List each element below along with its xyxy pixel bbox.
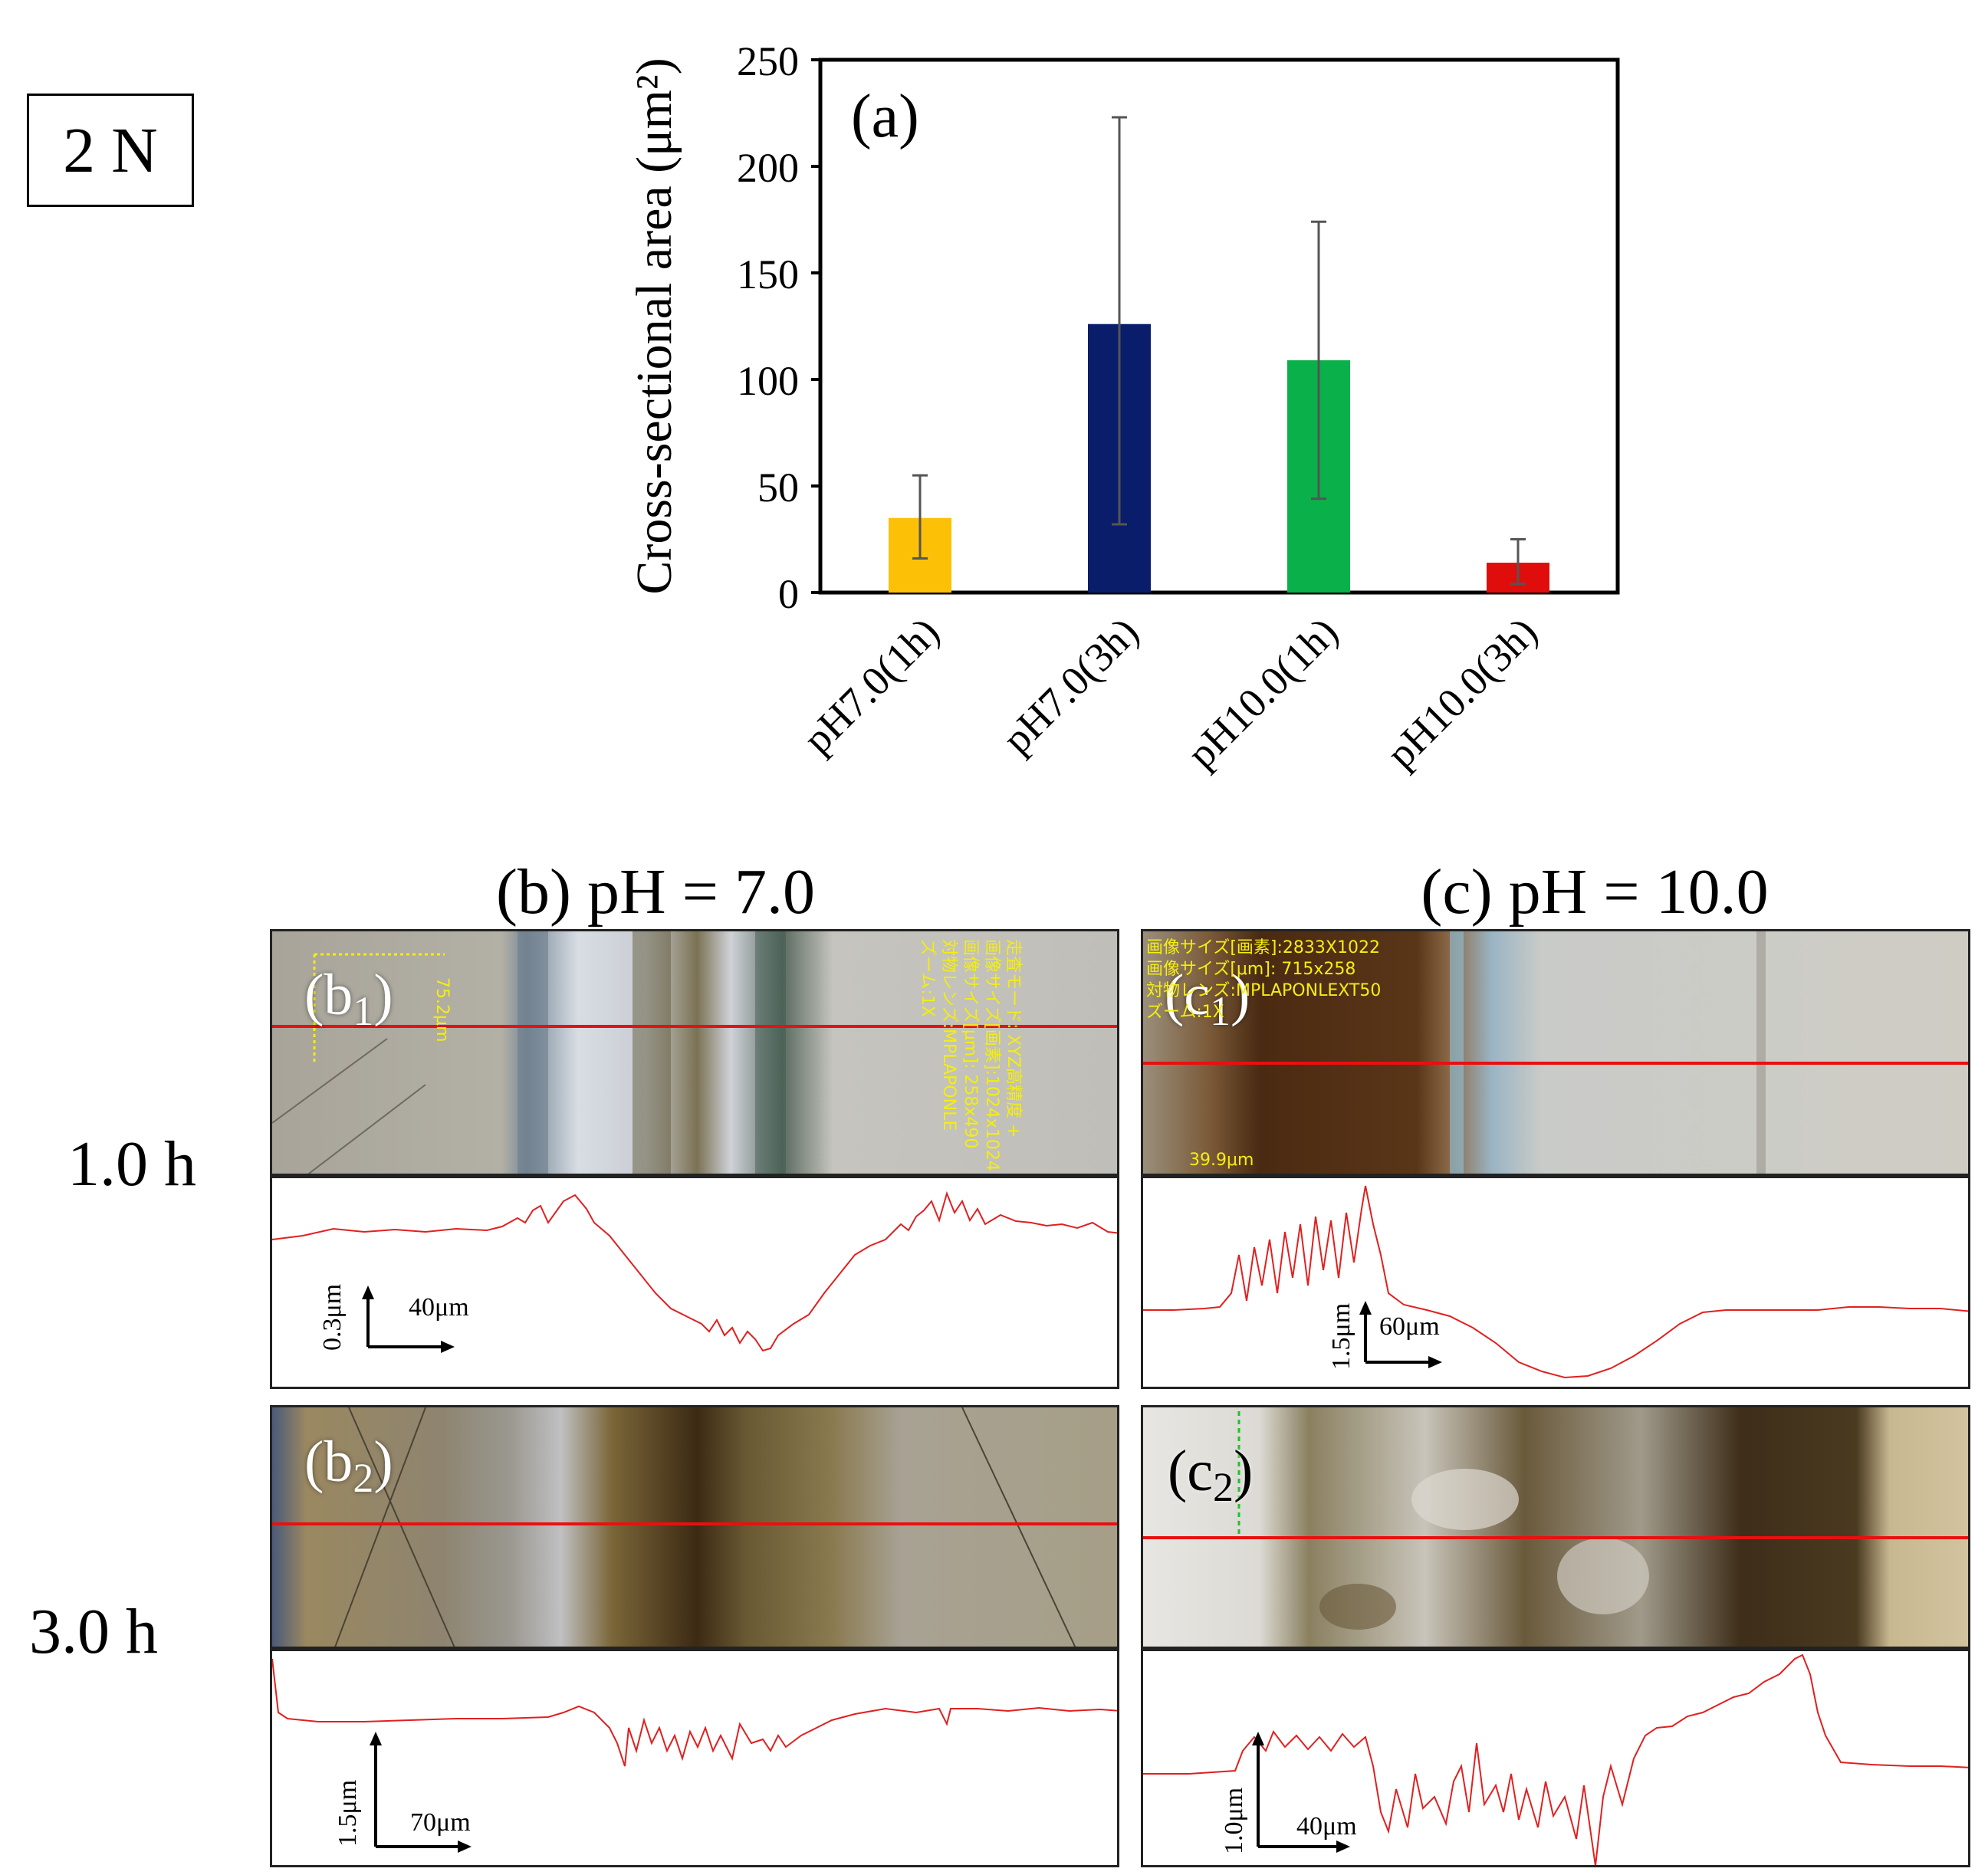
micrograph-b1: (b1) 75.2μm 走査モード: XYZ高精度 + 画像サイズ[画素]:10…	[270, 929, 1119, 1176]
x-tick-label: pH10.0(1h)	[1178, 609, 1347, 777]
micrograph-c2-image	[1143, 1407, 1968, 1647]
panel-label-b2: (b2)	[304, 1430, 393, 1501]
micrograph-c1: (c1) 画像サイズ[画素]:2833X1022 画像サイズ[μm]: 715x…	[1141, 929, 1970, 1176]
overlay-info-c1: 画像サイズ[画素]:2833X1022 画像サイズ[μm]: 715x258 対…	[1146, 938, 1382, 1022]
x-tick-label: pH10.0(3h)	[1378, 609, 1546, 777]
micrograph-b2-image	[272, 1407, 1117, 1647]
x-tick-label: pH7.0(1h)	[794, 609, 948, 762]
profile-b1-plot	[272, 1190, 1117, 1353]
profile-c1: 1.5μm 60μm	[1141, 1176, 1970, 1389]
row-label-1h: 1.0 h	[67, 1128, 196, 1200]
profile-b1: 0.3μm 40μm	[270, 1176, 1119, 1389]
column-title-ph10: (c) pH = 10.0	[1421, 856, 1769, 928]
column-title-ph7: (b) pH = 7.0	[496, 856, 815, 928]
y-axis-label: Cross-sectional area (μm²)	[626, 57, 682, 594]
plot-frame	[818, 57, 1620, 595]
profile-b2-plot	[272, 1658, 1117, 1853]
profile-c2: 1.0μm 40μm	[1141, 1649, 1970, 1867]
load-label: 2 N	[27, 94, 194, 207]
row-label-3h: 3.0 h	[29, 1596, 158, 1667]
panel-label-b1: (b1)	[304, 963, 393, 1034]
overlay-info-b1: 走査モード: XYZ高精度 + 画像サイズ[画素]:1024x1024 画像サイ…	[918, 939, 1023, 1171]
scale-v-c1: 1.5μm	[1327, 1302, 1355, 1370]
profile-c2-plot	[1143, 1653, 1968, 1865]
overlay-scale-c1: 39.9μm	[1189, 1151, 1254, 1170]
scale-h-c2: 40μm	[1296, 1812, 1357, 1841]
y-tick-label: 50	[757, 465, 799, 511]
scale-v-c2: 1.0μm	[1220, 1787, 1248, 1854]
micrograph-c1-image	[1143, 931, 1968, 1174]
scale-v-b2: 1.5μm	[334, 1779, 362, 1847]
profile-c1-plot	[1143, 1185, 1968, 1379]
y-tick-label: 250	[737, 38, 799, 84]
scale-h-c1: 60μm	[1379, 1312, 1440, 1341]
scale-h-b1: 40μm	[409, 1293, 469, 1322]
scale-h-b2: 70μm	[410, 1808, 471, 1837]
y-tick-label: 100	[737, 358, 799, 404]
panel-label-a: (a)	[851, 83, 919, 150]
overlay-scale-b1: 75.2μm	[432, 977, 452, 1043]
y-tick-label: 200	[737, 145, 799, 191]
micrograph-c2: (c2)	[1141, 1405, 1970, 1649]
x-tick-label: pH7.0(3h)	[994, 609, 1147, 762]
y-tick-label: 150	[737, 251, 799, 297]
micrograph-b1-image	[272, 931, 1117, 1174]
panel-label-c2: (c2)	[1168, 1439, 1254, 1510]
panel-label-c1: (c1)	[1165, 963, 1250, 1034]
micrograph-b2: (b2)	[270, 1405, 1119, 1649]
y-tick-label: 0	[778, 571, 799, 617]
scale-v-b1: 0.3μm	[318, 1283, 347, 1351]
bar-chart: 0 50 100 150 200 250 Cross-sectional area (μm²…	[626, 38, 1620, 777]
profile-b2: 1.5μm 70μm	[270, 1649, 1119, 1867]
